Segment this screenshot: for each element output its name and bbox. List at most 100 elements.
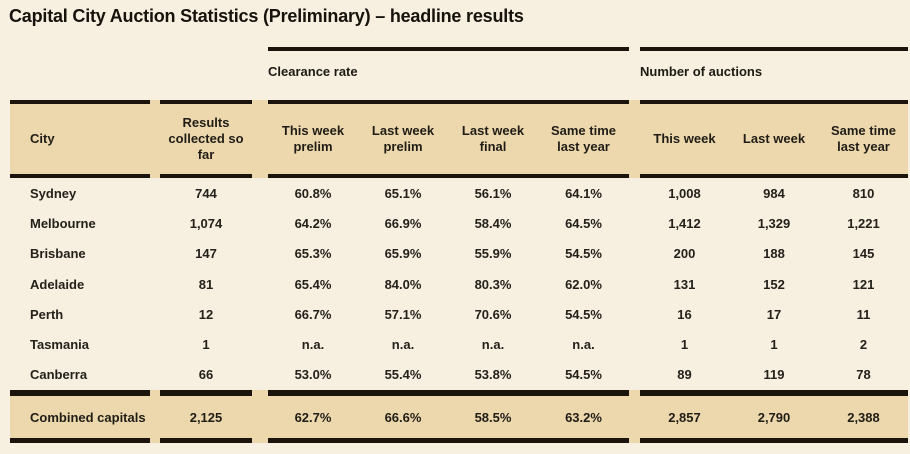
table-cell: 66.7% <box>294 306 332 322</box>
table-cell: 66.9% <box>384 215 422 231</box>
header-band: City Results collected so far This week … <box>10 100 908 178</box>
column-header-this-week-auctions: This week <box>653 130 716 146</box>
table-row-adelaide: Adelaide 81 65.4% 84.0% 80.3% 62.0% 131 … <box>10 269 908 299</box>
clearance-rate-rule <box>268 47 629 51</box>
footer-border-segment <box>10 438 150 443</box>
table-row-melbourne: Melbourne 1,074 64.2% 66.9% 58.4% 64.5% … <box>10 208 908 238</box>
table-cell: 64.5% <box>565 215 602 231</box>
table-cell: 65.3% <box>294 246 332 262</box>
table-cell: 1,008 <box>668 185 701 201</box>
footer-border-segment <box>640 390 908 396</box>
table-cell: 188 <box>763 246 785 262</box>
table-cell: 55.4% <box>384 367 422 383</box>
table-cell: 119 <box>763 367 785 383</box>
table-cell: 65.9% <box>384 246 422 262</box>
table-cell: n.a. <box>391 337 415 353</box>
city-cell: Melbourne <box>30 215 96 231</box>
column-header-last-week-prelim: Last week prelim <box>371 122 435 154</box>
city-cell: Brisbane <box>30 246 86 262</box>
table-cell: 65.4% <box>294 276 332 292</box>
header-border-segment <box>268 100 629 104</box>
table-cell: 54.5% <box>565 306 602 322</box>
table-cell: 16 <box>677 306 692 322</box>
header-row: City Results collected so far This week … <box>10 104 908 174</box>
header-border-segment <box>10 174 150 178</box>
table-row-brisbane: Brisbane 147 65.3% 65.9% 55.9% 54.5% 200… <box>10 239 908 269</box>
footer-border-segment <box>160 390 252 396</box>
table-cell: 810 <box>852 185 875 201</box>
header-border-segment <box>160 100 252 104</box>
table-cell: 60.8% <box>294 185 332 201</box>
table-cell: 131 <box>673 276 696 292</box>
table-row-canberra: Canberra 66 53.0% 55.4% 53.8% 54.5% 89 1… <box>10 360 908 390</box>
table-cell: 80.3% <box>474 276 512 292</box>
column-header-last-week-auctions: Last week <box>742 130 806 146</box>
footer-border-segment <box>640 438 908 443</box>
table-cell: 152 <box>763 276 785 292</box>
table-cell: 1,412 <box>668 215 701 231</box>
city-cell: Adelaide <box>30 276 85 292</box>
table-cell: 2,125 <box>189 409 223 425</box>
city-cell: Perth <box>30 306 64 322</box>
table-cell: 121 <box>852 276 875 292</box>
header-border-segment <box>268 174 629 178</box>
table-cell: 66.6% <box>384 409 422 425</box>
table-cell: 55.9% <box>474 246 512 262</box>
footer-border-segment <box>160 438 252 443</box>
table-cell: 984 <box>763 185 785 201</box>
table-cell: 145 <box>852 246 875 262</box>
city-cell: Canberra <box>30 367 88 383</box>
table-cell: 65.1% <box>384 185 422 201</box>
table-cell: 64.2% <box>294 215 332 231</box>
table-cell: 64.1% <box>565 185 602 201</box>
table-cell: 1,221 <box>847 215 880 231</box>
table-cell: 53.8% <box>474 367 512 383</box>
table-cell: 53.0% <box>294 367 332 383</box>
header-border-segment <box>10 100 150 104</box>
group-labels: Clearance rate Number of auctions <box>10 64 908 79</box>
table-cell: 62.7% <box>294 409 332 425</box>
footer-band-combined-capitals: Combined capitals 2,125 62.7% 66.6% 58.5… <box>10 390 908 443</box>
table-cell: 63.2% <box>565 409 602 425</box>
table-row-sydney: Sydney 744 60.8% 65.1% 56.1% 64.1% 1,008… <box>10 178 908 208</box>
table-cell: 2 <box>859 337 868 353</box>
table-cell: n.a. <box>481 337 505 353</box>
table-cell: 1 <box>680 337 689 353</box>
table-cell: 66 <box>198 367 214 383</box>
table-cell: 58.4% <box>474 215 512 231</box>
table-cell: n.a. <box>572 337 595 353</box>
table-cell: 1 <box>770 337 778 353</box>
column-header-same-time-last-year-auctions: Same time last year <box>830 122 897 154</box>
table-cell: n.a. <box>301 337 325 353</box>
table-cell: 54.5% <box>565 246 602 262</box>
table-cell: 12 <box>198 306 214 322</box>
table-cell: 1,329 <box>757 215 791 231</box>
number-of-auctions-rule <box>640 47 908 51</box>
table-cell: 147 <box>195 246 217 262</box>
column-header-last-week-final: Last week final <box>461 122 525 154</box>
page-title: Capital City Auction Statistics (Prelimi… <box>9 6 524 26</box>
footer-border-segment <box>268 438 629 443</box>
table-cell: 17 <box>766 306 782 322</box>
header-border-segment <box>640 174 908 178</box>
group-label-clearance-rate: Clearance rate <box>268 64 358 79</box>
table-cell: 1 <box>202 337 210 353</box>
column-header-this-week-prelim: This week prelim <box>281 122 345 154</box>
header-border-segment <box>160 174 252 178</box>
column-header-results-collected: Results collected so far <box>168 114 244 163</box>
footer-border-segment <box>10 390 150 396</box>
table-cell: 70.6% <box>474 306 512 322</box>
table-cell: 2,388 <box>847 409 880 425</box>
table-cell: 62.0% <box>565 276 602 292</box>
table-cell: 89 <box>677 367 692 383</box>
group-rules <box>10 47 908 51</box>
table-row-tasmania: Tasmania 1 n.a. n.a. n.a. n.a. 1 1 2 <box>10 329 908 359</box>
group-label-number-of-auctions: Number of auctions <box>640 64 763 79</box>
header-border-segment <box>640 100 908 104</box>
table-cell: 81 <box>198 276 214 292</box>
table-cell: 2,790 <box>757 409 791 425</box>
city-cell: Sydney <box>30 185 77 201</box>
table-cell: 58.5% <box>474 409 512 425</box>
city-cell: Combined capitals <box>30 409 146 425</box>
